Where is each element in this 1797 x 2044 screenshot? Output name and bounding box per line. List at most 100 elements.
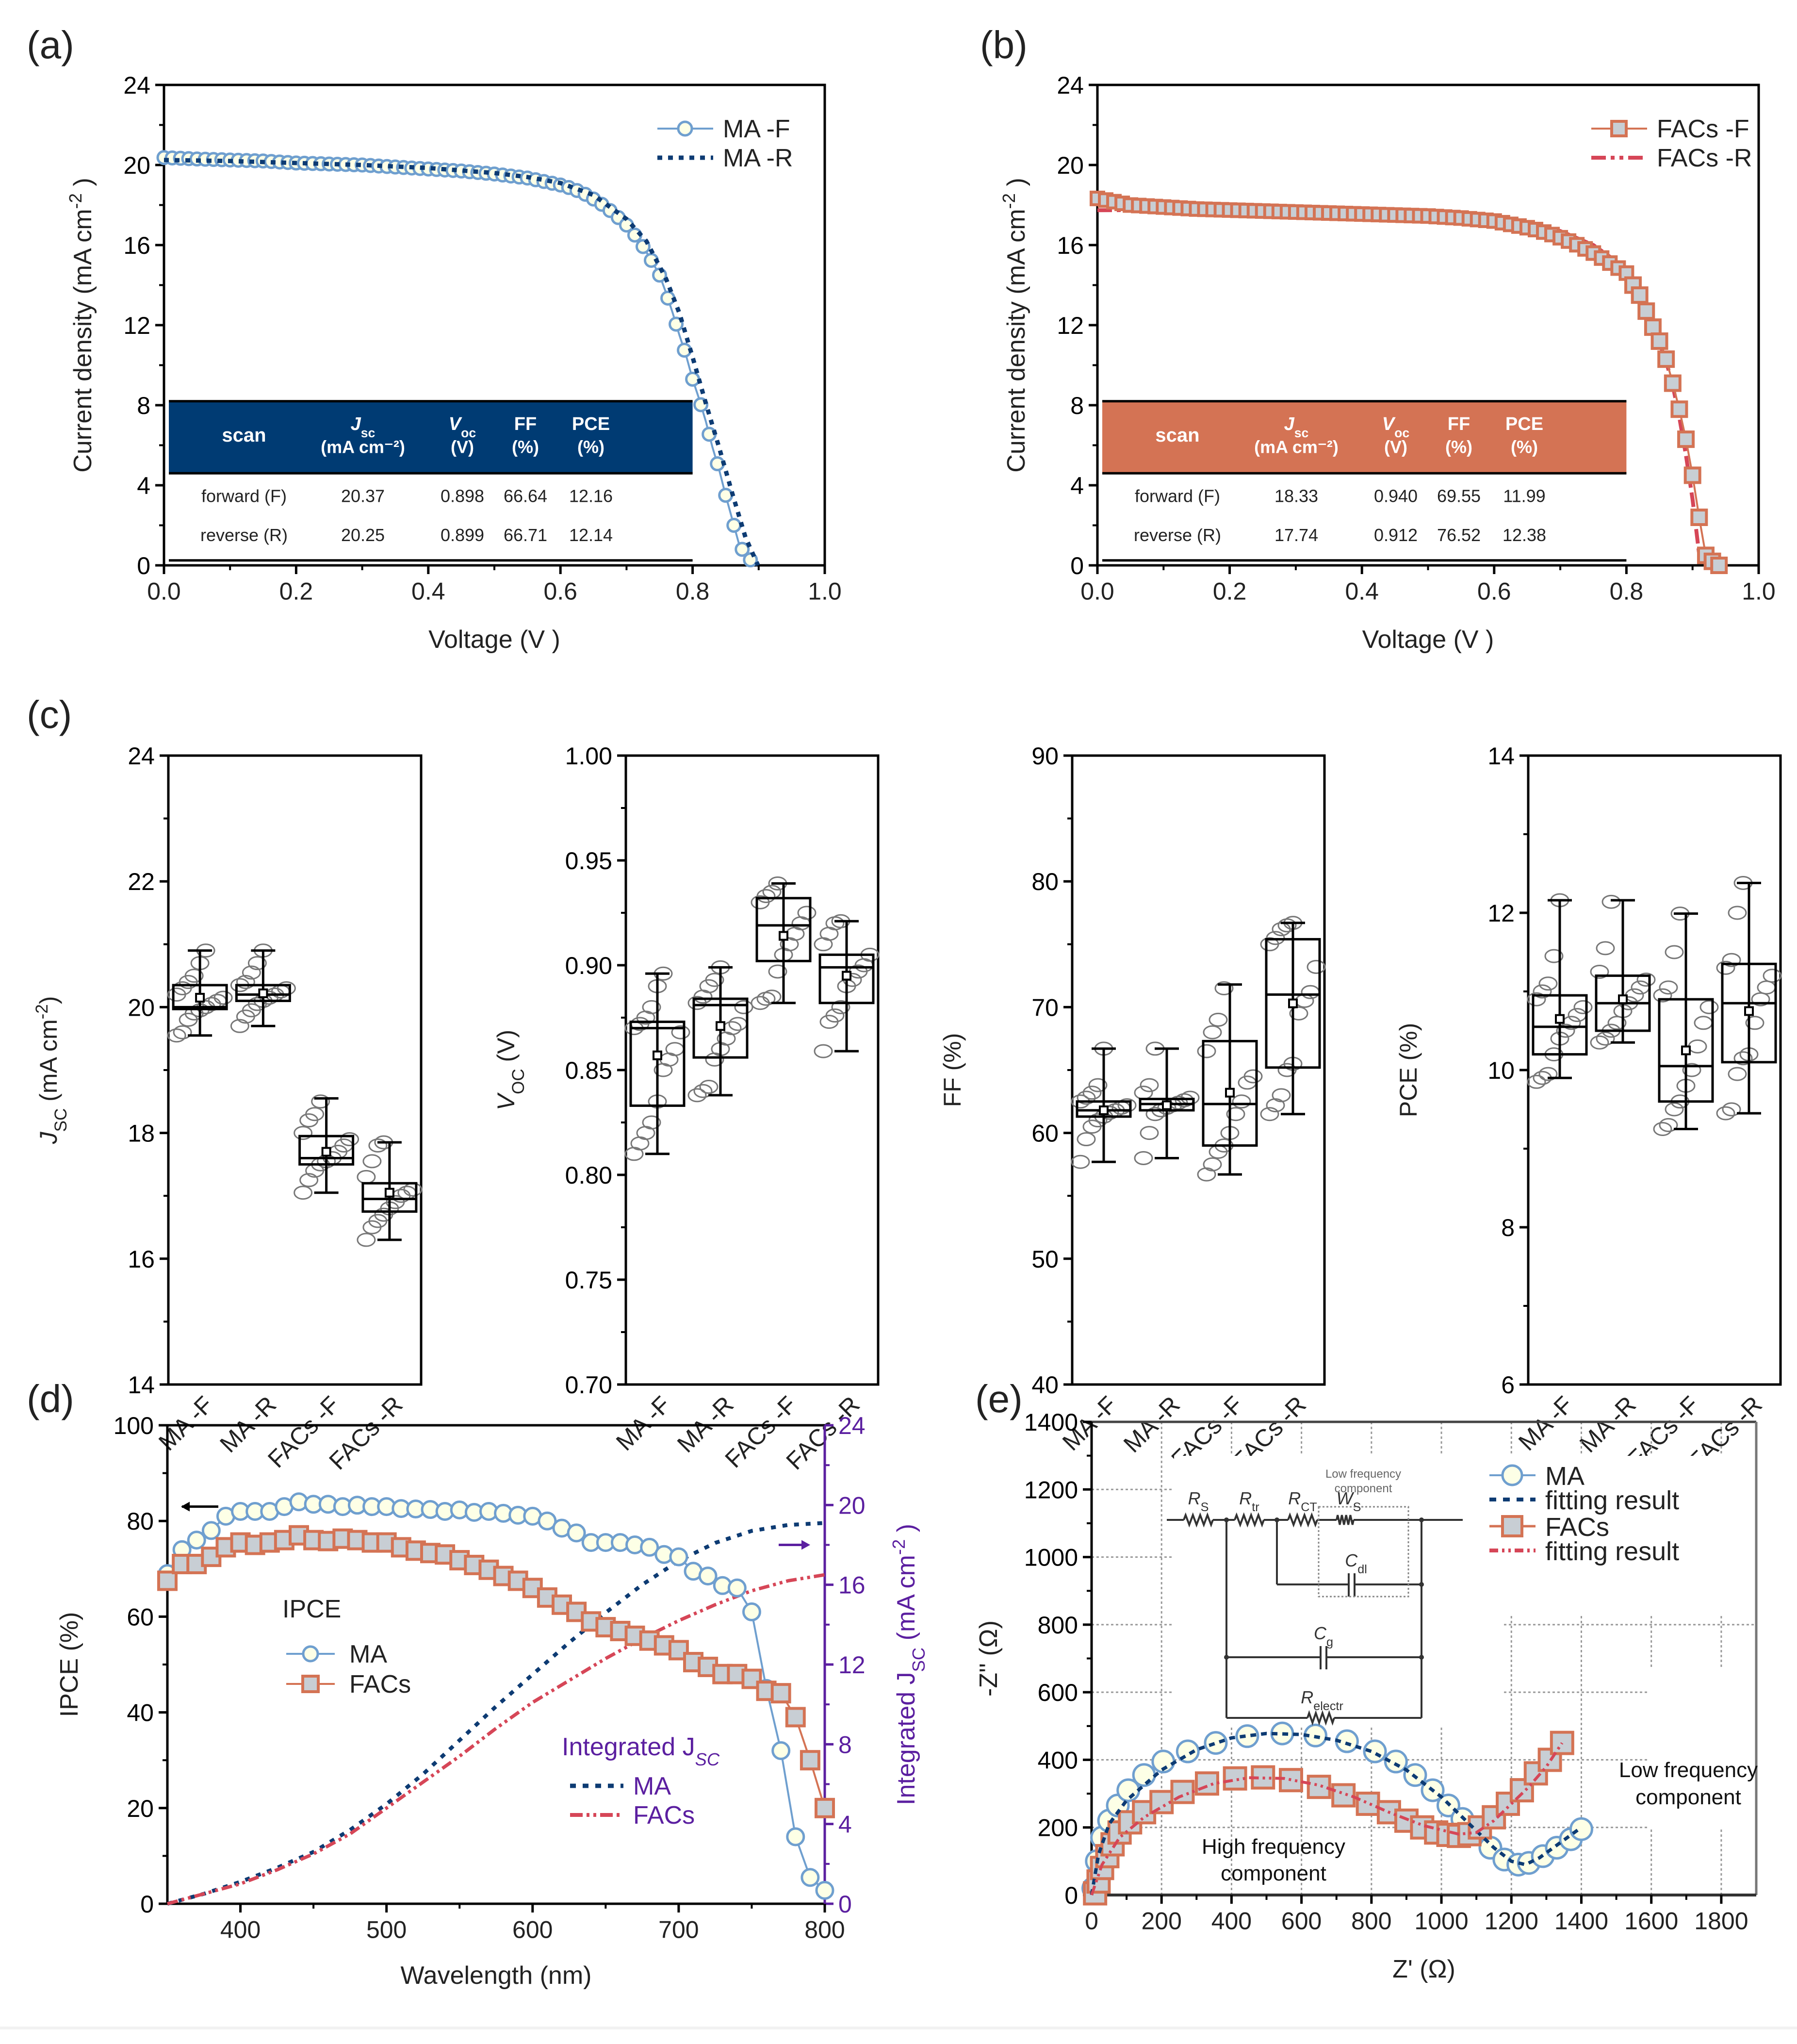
facs-f-marker xyxy=(1677,430,1695,448)
boxplot-y-axis-label-part: V xyxy=(492,1092,520,1110)
data-point xyxy=(1140,1126,1159,1140)
table-cell: 18.33 xyxy=(1274,486,1318,506)
facs-f-marker xyxy=(1683,466,1701,484)
data-point xyxy=(699,1080,719,1094)
data-point xyxy=(1757,980,1776,995)
jv-y-axis-label: Current density (mA cm-2 ) xyxy=(999,178,1031,472)
ipce-y-right-axis-label-part: (mA cm xyxy=(892,1555,920,1648)
data-point xyxy=(271,984,290,999)
ipce-ma-marker xyxy=(800,1868,820,1887)
jv-y-axis-label-part: ) xyxy=(1002,178,1030,193)
data-point xyxy=(768,964,787,979)
table-header-2-part: V xyxy=(449,414,462,434)
category-label: MA -F xyxy=(153,1391,218,1456)
data-point xyxy=(1134,1086,1153,1100)
data-point xyxy=(705,973,724,987)
jv-y-axis-label-part: -2 xyxy=(999,193,1019,209)
ipce-ma-marker xyxy=(727,1578,747,1598)
boxplot-y-tick-label: 1.00 xyxy=(565,742,612,770)
circuit-label-rtr: Rtr xyxy=(1239,1488,1259,1514)
jv-table: scan Jsc(mA cm⁻²) Voc(V) FF (%) PCE (%) forward… xyxy=(169,400,693,562)
table-header-2: Voc xyxy=(449,414,476,440)
jv-x-tick-label: 0.6 xyxy=(543,578,577,605)
ipce-y-right-tick-label: 8 xyxy=(838,1731,852,1758)
data-point xyxy=(1653,1122,1672,1136)
circuit-inset-bg xyxy=(1174,1456,1504,1728)
data-point xyxy=(1653,988,1672,1003)
box-1 xyxy=(230,943,296,1033)
data-point xyxy=(1728,1067,1747,1081)
data-point xyxy=(1226,1107,1245,1121)
table-cell: 12.38 xyxy=(1503,525,1546,545)
resistor-relectr-icon xyxy=(1307,1710,1335,1726)
boxplot-frame xyxy=(1071,754,1326,1386)
data-point xyxy=(277,981,296,996)
ipce-ma-marker xyxy=(201,1521,221,1540)
circuit-label-rct-part: CT xyxy=(1301,1500,1317,1514)
data-point xyxy=(184,969,204,983)
data-point xyxy=(693,1084,713,1098)
data-point xyxy=(642,1115,661,1130)
data-point xyxy=(687,1088,707,1103)
table-header-bg xyxy=(169,401,693,474)
data-point xyxy=(814,1044,833,1058)
jv-x-tick-label: 1.0 xyxy=(1742,578,1776,605)
box-mean xyxy=(1618,994,1628,1005)
panel-label-b: (b) xyxy=(980,23,1028,66)
ipce-y-tick-label: 60 xyxy=(127,1603,154,1631)
nyquist-x-tick-label: 800 xyxy=(1351,1908,1391,1935)
circuit-junction xyxy=(1419,1582,1424,1587)
table-header-bg xyxy=(1102,401,1627,474)
jv-table: scan Jsc(mA cm⁻²) Voc(V) FF (%) PCE (%) forward… xyxy=(1102,400,1627,562)
boxplot-y-tick-label: 6 xyxy=(1501,1371,1515,1399)
data-point xyxy=(671,1025,690,1039)
boxplot-y-axis-label-part: -2 xyxy=(33,1004,51,1019)
data-point xyxy=(1538,1067,1558,1081)
facs-f-marker xyxy=(1650,332,1668,350)
data-point xyxy=(1203,1157,1222,1171)
right-axis-arrow-head xyxy=(801,1540,810,1550)
data-point xyxy=(831,1000,850,1014)
panel-b-jv-chart: scan Jsc(mA cm⁻²) Voc(V) FF (%) PCE (%) forward… xyxy=(999,72,1776,654)
ma-r-line xyxy=(163,158,760,566)
panel-d-ipce-chart: 0 20 40 60 80 100 0 4 8 12 16 20 24 400 500 600 700 800 Wa… xyxy=(55,1412,929,1990)
data-point xyxy=(1763,969,1782,983)
box-2 xyxy=(751,876,817,1010)
ipce-y-right-tick-label: 0 xyxy=(838,1891,852,1918)
ma-f-marker xyxy=(735,542,750,557)
nyquist-y-tick-label: 600 xyxy=(1038,1679,1078,1706)
boxplot-y-tick-label: 10 xyxy=(1487,1057,1515,1084)
box-iqr xyxy=(1658,998,1714,1103)
boxplot-y-tick-label: 0.95 xyxy=(565,847,612,874)
data-point xyxy=(1082,1086,1102,1100)
boxplot-y-tick-label: 16 xyxy=(128,1246,155,1273)
table-cell: 17.74 xyxy=(1274,525,1318,545)
integrated-ma-line xyxy=(166,1521,825,1906)
nyquist-ma-marker xyxy=(1132,1763,1156,1787)
data-point xyxy=(294,1126,313,1140)
data-point xyxy=(1573,1000,1593,1014)
table-cell: 0.899 xyxy=(441,525,484,545)
data-point xyxy=(357,1233,376,1247)
boxplot-y-axis-label: VOC (V) xyxy=(492,1030,528,1110)
data-point xyxy=(1533,984,1552,999)
jv-x-tick-label: 0.0 xyxy=(1080,578,1114,605)
boxplot-y-axis-label-part: FF (%) xyxy=(939,1033,966,1107)
circuit-label-rtr-part: tr xyxy=(1252,1500,1259,1514)
jv-y-axis-label-part: Current density (mA cm xyxy=(1002,209,1030,472)
high-frequency-annotation: component xyxy=(1221,1862,1326,1885)
ipce-ma-marker xyxy=(669,1547,688,1566)
table-header-4-part: PCE xyxy=(1505,414,1543,434)
panel-label-d: (d) xyxy=(27,1377,74,1420)
table-cell: 76.52 xyxy=(1437,525,1481,545)
data-point xyxy=(1596,941,1615,956)
facs-f-marker xyxy=(1631,286,1649,304)
legend-label: FACs xyxy=(1545,1513,1609,1542)
box-0 xyxy=(1071,1041,1137,1169)
circuit-junction xyxy=(1224,1655,1229,1660)
jv-x-tick-label: 0.2 xyxy=(279,578,313,605)
ipce-y-right-axis-label-part: SC xyxy=(909,1648,929,1672)
facs-fit-line xyxy=(1090,1742,1564,1896)
boxplot-y-tick-label: 80 xyxy=(1031,868,1059,895)
